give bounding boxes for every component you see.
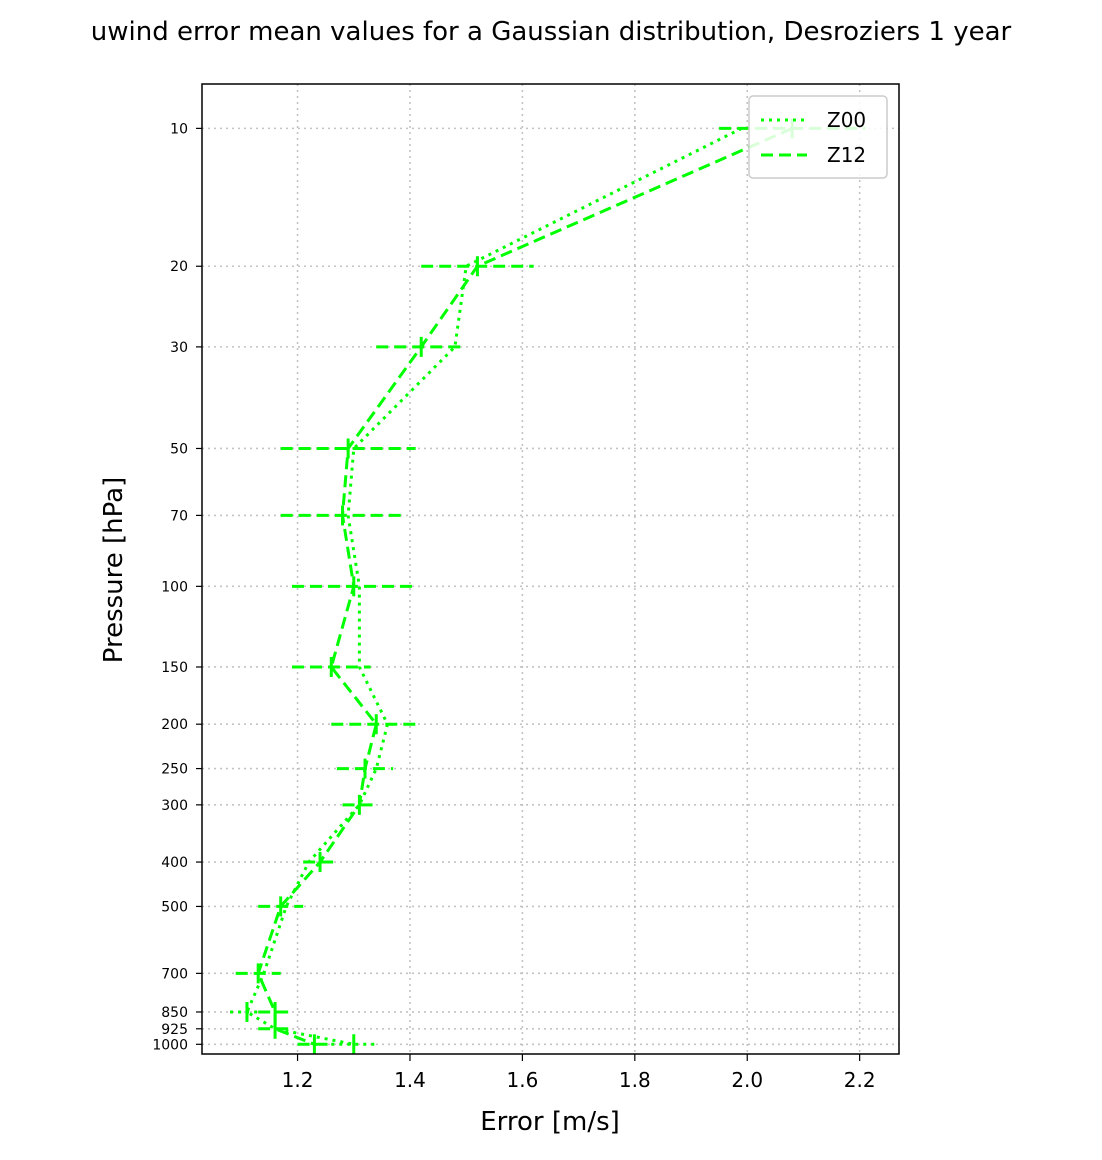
y-tick-label: 850	[161, 1005, 188, 1021]
x-tick-label: 1.4	[394, 1068, 426, 1092]
y-tick-label: 1000	[152, 1037, 188, 1053]
y-tick-label: 50	[170, 441, 188, 457]
legend-label: Z12	[827, 143, 866, 167]
y-tick-label: 700	[161, 966, 188, 982]
y-tick-label: 70	[170, 508, 188, 524]
chart-title: uwind error mean values for a Gaussian d…	[91, 17, 1012, 47]
y-tick-label: 30	[170, 340, 188, 356]
grid-layer	[202, 84, 899, 1054]
y-axis: 10 20 30 50 70 100 150 200 250 300 400 500 700 850925…	[152, 121, 202, 1053]
y-tick-label: 925	[161, 1022, 188, 1038]
x-tick-label: 2.0	[731, 1068, 763, 1092]
legend-label: Z00	[827, 108, 866, 132]
x-tick-label: 1.6	[506, 1068, 538, 1092]
legend-box	[748, 95, 888, 179]
y-tick-label: 20	[170, 259, 188, 275]
x-tick-label: 2.2	[844, 1068, 876, 1092]
y-tick-label: 300	[161, 798, 188, 814]
y-tick-label: 250	[161, 762, 188, 778]
series-line-z12	[256, 127, 793, 1046]
y-tick-label: 10	[170, 121, 188, 137]
y-tick-label: 500	[161, 899, 188, 915]
x-tick-label: 1.8	[619, 1068, 651, 1092]
x-axis: 1.2 1.4 1.6 1.8 2.0 2.2	[282, 1054, 876, 1092]
y-tick-label: 100	[161, 579, 188, 595]
x-axis-label: Error [m/s]	[480, 1107, 620, 1137]
series-layer	[230, 118, 866, 1055]
y-tick-label: 150	[161, 660, 188, 676]
plot-frame	[201, 83, 900, 1055]
x-tick-label: 1.2	[282, 1068, 314, 1092]
y-tick-label: 200	[161, 717, 188, 733]
y-tick-label: 400	[161, 855, 188, 871]
y-axis-label: Pressure [hPa]	[99, 477, 129, 664]
